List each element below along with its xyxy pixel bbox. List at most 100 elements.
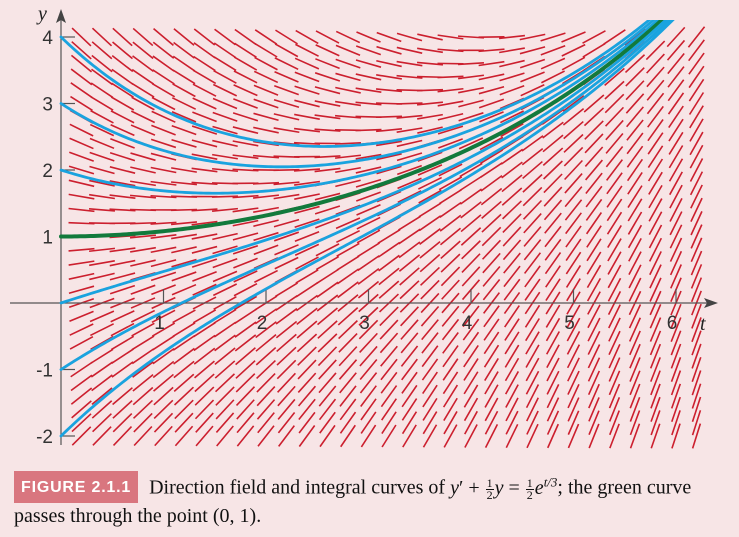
direction-segment	[232, 140, 259, 147]
direction-segment	[396, 60, 423, 67]
direction-segment	[277, 372, 296, 393]
direction-segment	[110, 138, 135, 149]
direction-segment	[315, 58, 340, 70]
y-tick-label: 1	[42, 228, 53, 249]
integral-curve	[59, 20, 675, 438]
direction-segment	[375, 115, 403, 119]
direction-segment	[192, 69, 217, 85]
direction-segment	[608, 357, 621, 382]
t-axis-arrow	[704, 298, 718, 308]
direction-segment	[236, 425, 255, 447]
direction-segment	[629, 423, 641, 449]
direction-segment	[173, 41, 195, 59]
direction-segment	[377, 241, 401, 258]
direction-segment	[130, 284, 156, 295]
direction-segment	[607, 224, 622, 249]
direction-segment	[437, 87, 464, 93]
direction-segment	[355, 87, 382, 94]
direction-segment	[232, 126, 259, 135]
direction-segment	[295, 43, 319, 57]
direction-segment	[442, 331, 459, 354]
direction-segment	[334, 114, 362, 119]
direction-segment	[484, 371, 499, 395]
direction-segment	[483, 331, 500, 355]
direction-segment	[337, 307, 359, 326]
direction-segment	[668, 131, 684, 155]
direction-segment	[668, 105, 684, 129]
direction-segment	[422, 424, 438, 448]
direction-segment	[233, 270, 258, 283]
x-axis-label: t	[700, 313, 706, 335]
direction-segment	[254, 269, 278, 283]
direction-segment	[339, 398, 357, 421]
direction-segment	[109, 272, 136, 281]
direction-segment	[379, 306, 399, 327]
direction-segment	[194, 360, 215, 379]
direction-segment	[585, 172, 603, 194]
direction-segment	[131, 348, 155, 365]
direction-segment	[130, 259, 156, 267]
direction-segment	[90, 323, 114, 337]
direction-segment	[668, 145, 684, 169]
direction-segment	[252, 194, 280, 199]
direction-segment	[171, 110, 197, 123]
direction-segment	[273, 218, 300, 228]
direction-segment	[150, 152, 177, 161]
direction-segment	[232, 219, 259, 227]
direction-segment	[542, 134, 564, 153]
direction-segment	[360, 398, 377, 421]
direction-segment	[233, 257, 258, 269]
direction-segment	[319, 424, 336, 448]
direction-segment	[213, 56, 237, 72]
direction-segment	[252, 181, 280, 185]
direction-segment	[546, 384, 560, 409]
direction-segment	[499, 47, 525, 54]
direction-segment	[193, 28, 216, 46]
direction-segment	[233, 70, 258, 84]
direction-segment	[400, 319, 419, 340]
direction-segment	[314, 100, 341, 107]
direction-segment	[647, 119, 664, 142]
direction-segment	[215, 412, 235, 433]
direction-segment	[298, 398, 316, 421]
direction-segment	[398, 241, 421, 259]
direction-segment	[440, 240, 461, 260]
direction-segment	[376, 74, 402, 80]
direction-segment	[109, 166, 136, 174]
direction-segment	[358, 319, 379, 340]
direction-segment	[294, 230, 320, 243]
direction-segment	[669, 237, 683, 262]
direction-segment	[335, 58, 361, 69]
direction-segment	[565, 251, 582, 275]
direction-segment	[400, 332, 419, 354]
direction-segment	[542, 147, 564, 166]
direction-segment	[338, 359, 358, 380]
direction-segment	[645, 40, 666, 61]
direction-segment	[174, 425, 194, 447]
direction-segment	[112, 387, 133, 406]
direction-segment	[130, 246, 156, 253]
direction-segment	[624, 54, 646, 74]
direction-segment	[90, 361, 114, 378]
direction-segment	[191, 208, 218, 212]
direction-segment	[130, 309, 156, 323]
direction-segment	[174, 399, 194, 420]
direction-segment	[421, 358, 439, 381]
equation-exp-base: e	[534, 476, 544, 499]
direction-segment	[546, 357, 560, 382]
direction-segment	[191, 139, 218, 148]
direction-segment	[420, 279, 440, 300]
direction-segment	[110, 335, 135, 351]
direction-segment	[355, 45, 382, 56]
direction-segment	[608, 397, 621, 422]
direction-segment	[211, 167, 239, 173]
direction-segment	[540, 57, 566, 70]
direction-segment	[628, 237, 642, 262]
x-tick-label: 4	[462, 313, 473, 334]
direction-segment	[233, 56, 258, 71]
direction-segment	[274, 244, 299, 256]
direction-segment	[191, 245, 218, 254]
direction-segment	[273, 193, 300, 200]
direction-segment	[294, 113, 320, 120]
direction-segment	[173, 360, 195, 379]
